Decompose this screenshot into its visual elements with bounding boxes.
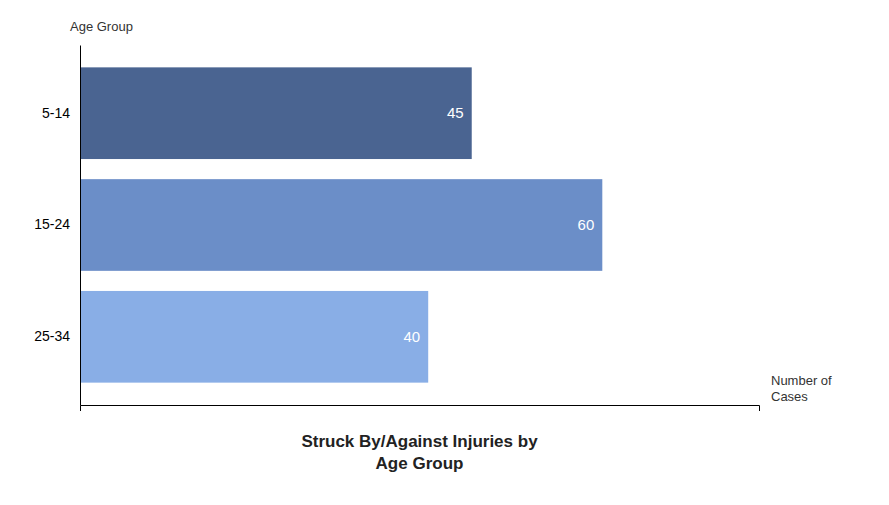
y-tick-label: 15-24 [34,216,70,232]
x-axis-line [81,406,760,412]
bar [80,291,428,383]
chart-svg: 5-14 15-24 25-34 45 60 40 Age Group Number ofCa… [0,0,889,505]
text-line: Age Group [376,454,464,473]
y-tick: 25-34 [34,328,80,344]
y-tick: 5-14 [42,105,80,121]
x-axis-title: Number ofCases [771,373,832,404]
bar [80,179,602,271]
text-line: Age Group [70,19,133,34]
y-axis-title: Age Group [70,19,133,34]
plot: 5-14 15-24 25-34 45 60 40 Age Group Number ofCa… [34,19,832,411]
y-tick-label: 5-14 [42,105,70,121]
text-line: Struck By/Against Injuries by [301,432,538,451]
y-tick-label: 25-34 [34,328,70,344]
text-line: Number of [771,373,832,388]
data-label: 60 [578,216,595,233]
data-label: 40 [404,328,421,345]
y-axis: 5-14 15-24 25-34 [34,46,80,406]
chart-title: Struck By/Against Injuries by Age Group [301,432,538,473]
data-label: 45 [447,104,464,121]
bars [80,67,602,382]
x-axis [81,406,760,412]
data-labels: 45 60 40 [404,104,595,345]
y-axis-line [80,46,81,406]
chart-container: 5-14 15-24 25-34 45 60 40 Age Group Number ofCa… [0,0,889,505]
bar [80,67,472,159]
y-tick: 15-24 [34,216,80,232]
text-line: Cases [771,389,808,404]
